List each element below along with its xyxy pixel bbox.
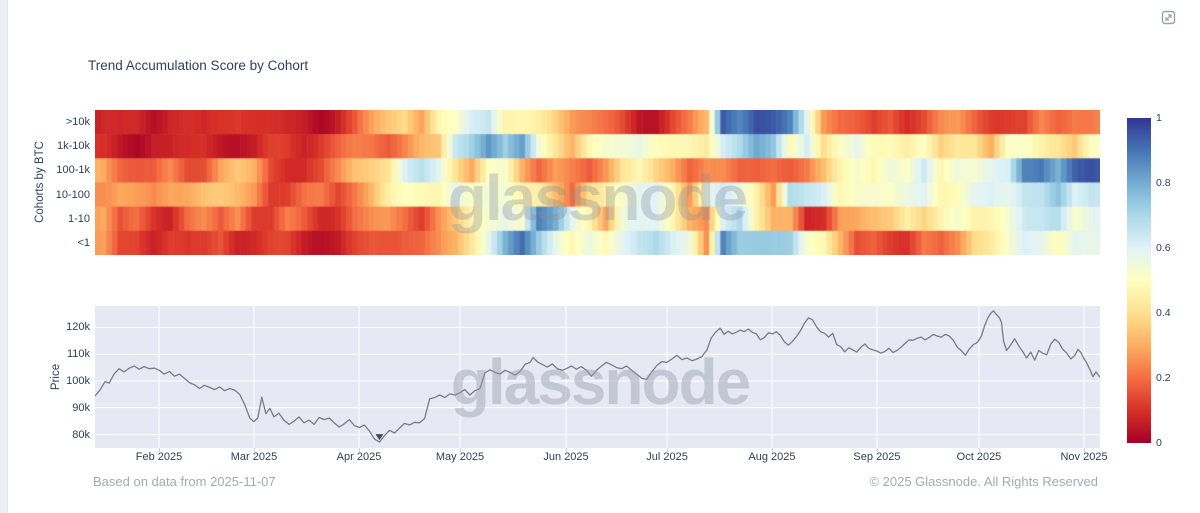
price-line-chart[interactable] <box>94 306 1101 448</box>
x-tick-mark <box>253 448 255 452</box>
plot-background <box>95 306 1100 448</box>
x-tick-label: Jun 2025 <box>543 451 589 463</box>
expand-button[interactable] <box>1161 10 1177 26</box>
price-line <box>94 310 1101 443</box>
x-tick-mark <box>876 448 878 452</box>
x-tick-mark <box>771 448 773 452</box>
heatmap-row-label: 1k-10k <box>56 140 90 153</box>
colorbar-tick: 1 <box>1156 112 1162 124</box>
colorbar-tick: 0.2 <box>1156 372 1171 384</box>
price-plot[interactable] <box>94 306 1101 448</box>
heatmap-row-label: 10-100 <box>55 188 90 201</box>
heatmap-plot[interactable] <box>95 110 1100 255</box>
x-tick-label: Oct 2025 <box>956 451 1002 463</box>
data-source-note: Based on data from 2025-11-07 <box>93 474 276 489</box>
x-tick-mark <box>159 448 161 452</box>
colorbar-tick: 0.8 <box>1156 177 1171 189</box>
price-y-tick: 90k <box>72 401 90 414</box>
heatmap-row-label: 1-10 <box>67 212 90 225</box>
x-tick-mark <box>460 448 462 452</box>
x-tick-mark <box>566 448 568 452</box>
x-tick-mark <box>1084 448 1086 452</box>
expand-icon <box>1161 10 1176 25</box>
x-tick-label: Apr 2025 <box>336 451 382 463</box>
price-y-tick: 80k <box>72 428 90 441</box>
colorbar <box>1127 118 1151 443</box>
price-y-tick: 100k <box>66 375 90 388</box>
x-tick-label: Aug 2025 <box>748 451 796 463</box>
x-tick-label: Jul 2025 <box>646 451 688 463</box>
heatmap-row-label: >10k <box>65 116 90 129</box>
copyright-text: © 2025 Glassnode. All Rights Reserved <box>869 474 1098 489</box>
heatmap-row-label: 100-1k <box>56 164 90 177</box>
heatmap-row-label: <1 <box>77 236 90 249</box>
price-y-tick: 120k <box>66 321 90 334</box>
colorbar-tick: 0 <box>1156 437 1162 449</box>
x-tick-mark <box>667 448 669 452</box>
x-tick-mark <box>359 448 360 452</box>
price-y-tick: 110k <box>66 348 90 361</box>
x-tick-label: Feb 2025 <box>135 451 183 463</box>
page-edge <box>0 0 8 513</box>
x-tick-label: Sep 2025 <box>853 451 901 463</box>
x-tick-label: Mar 2025 <box>230 451 278 463</box>
x-tick-mark <box>978 448 980 452</box>
min-price-marker-icon <box>375 434 384 441</box>
x-tick-label: Nov 2025 <box>1060 451 1108 463</box>
page-title: Trend Accumulation Score by Cohort <box>88 58 309 73</box>
x-tick-label: May 2025 <box>435 451 485 463</box>
colorbar-tick: 0.4 <box>1156 307 1171 319</box>
colorbar-tick: 0.6 <box>1156 242 1171 254</box>
